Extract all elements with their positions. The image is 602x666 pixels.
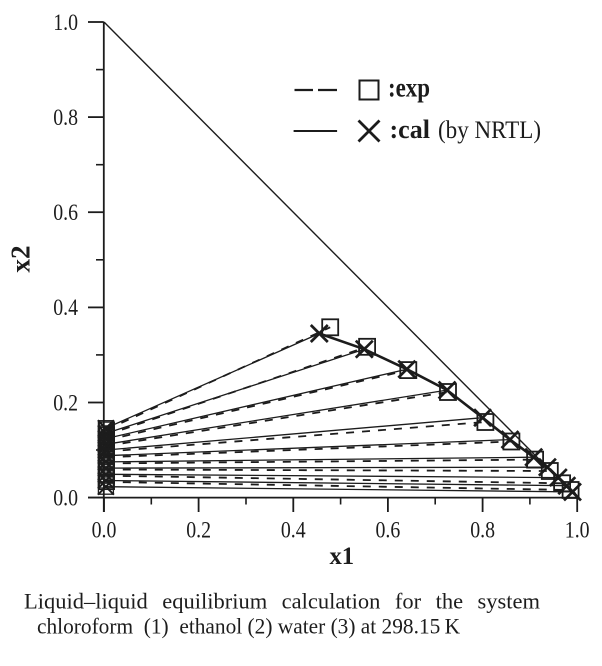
svg-text:0.4: 0.4 <box>281 518 306 544</box>
svg-text::exp: :exp <box>388 73 430 103</box>
svg-text:0.8: 0.8 <box>470 518 495 544</box>
svg-text::cal: :cal <box>390 115 430 144</box>
svg-text:1.0: 1.0 <box>565 518 590 544</box>
svg-text:1.0: 1.0 <box>53 10 78 36</box>
svg-text:0.6: 0.6 <box>376 518 401 544</box>
svg-text:Liquid–liquid equilibrium calc: Liquid–liquid equilibrium calculation fo… <box>24 589 541 614</box>
svg-text:x2: x2 <box>6 245 36 272</box>
svg-text:0.2: 0.2 <box>186 518 211 544</box>
svg-text:x1: x1 <box>329 543 354 570</box>
svg-text:0.4: 0.4 <box>53 295 78 321</box>
svg-text:(by NRTL): (by NRTL) <box>438 117 541 144</box>
svg-text:0.0: 0.0 <box>53 485 78 511</box>
svg-text:0.6: 0.6 <box>53 200 78 226</box>
svg-text:0.0: 0.0 <box>92 518 117 544</box>
svg-text:chloroform (1) ethanol (2) w: chloroform (1) ethanol (2) water (3) at … <box>37 614 461 639</box>
svg-text:0.2: 0.2 <box>53 390 78 416</box>
svg-text:0.8: 0.8 <box>53 105 78 131</box>
